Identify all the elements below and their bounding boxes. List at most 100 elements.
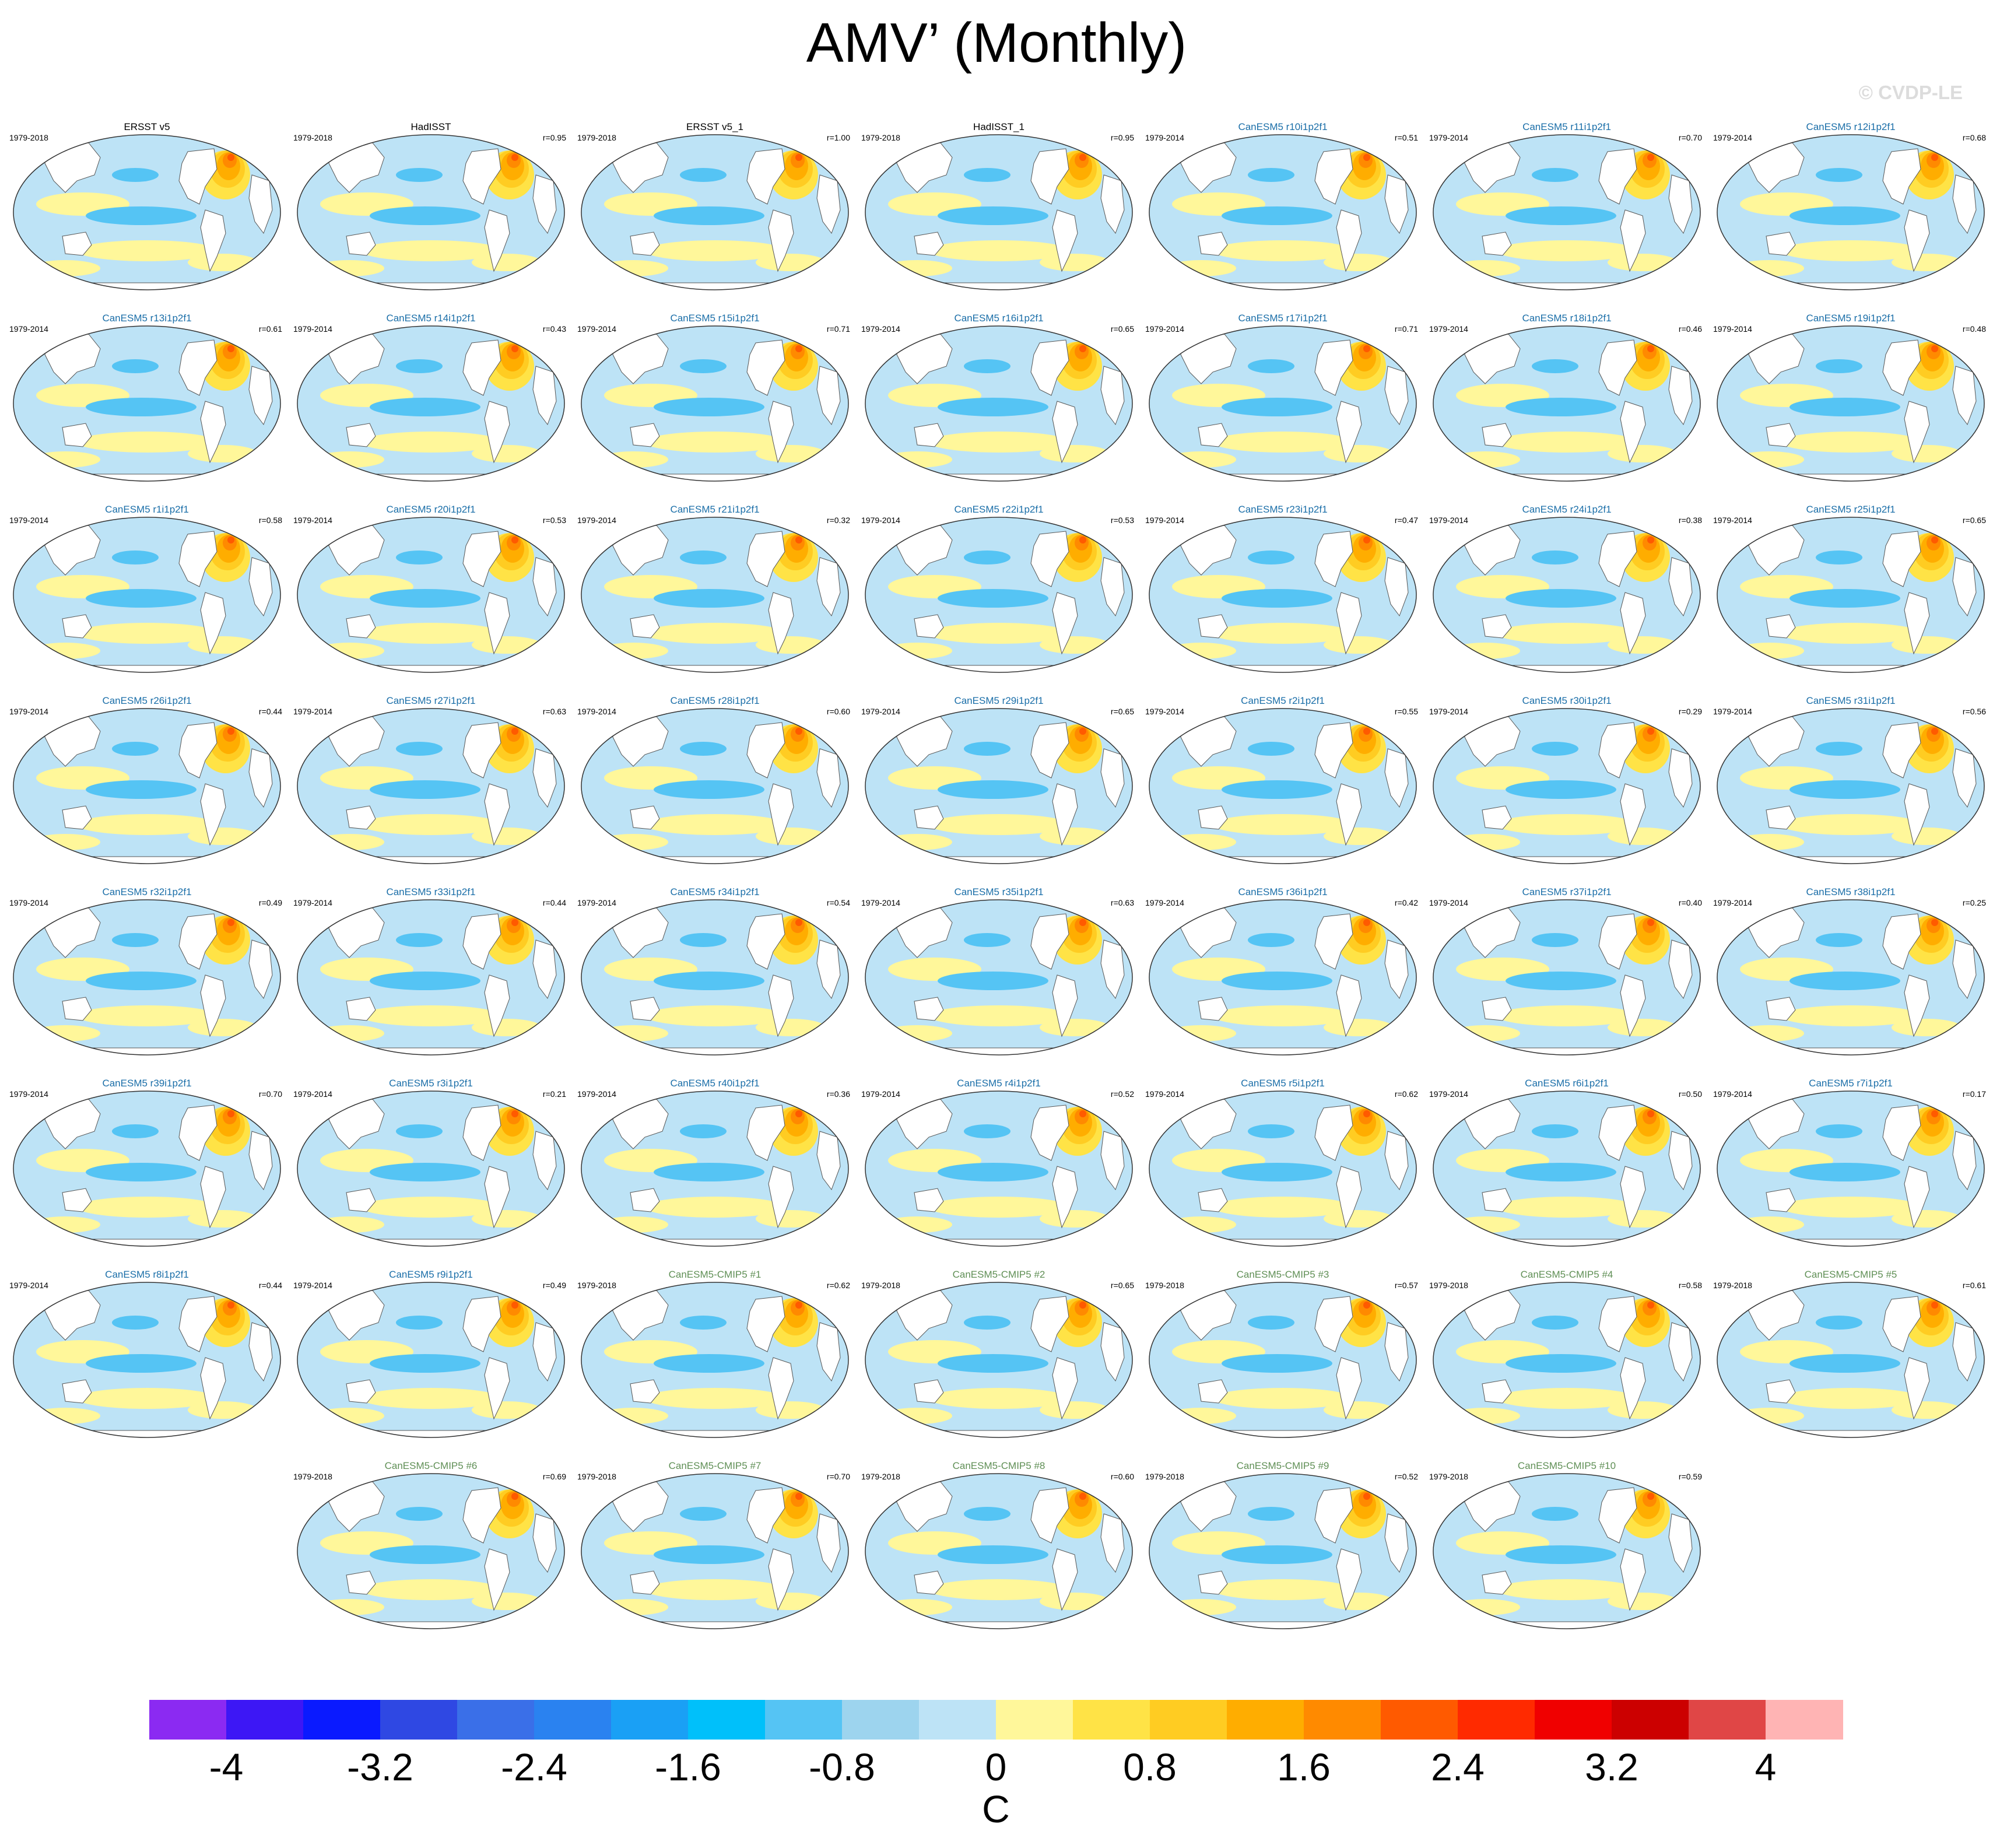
map-outline [1149,517,1417,673]
panel-period: 1979-2014 [1429,324,1468,334]
landmass-south-america [1904,209,1930,272]
map-panel: 1979-2014 CanESM5 r7i1p2f1 r=0.17 [1712,1076,1990,1267]
warm-anomaly-patch [227,345,234,352]
landmass-australia [346,614,376,639]
cool-anomaly-patch [938,780,1048,799]
cool-anomaly-patch [680,168,727,182]
landmass-south-america [1620,974,1646,1037]
panel-correlation: r=0.48 [1962,324,1986,334]
map-panel: 1979-2014 CanESM5 r2i1p2f1 r=0.55 [1144,694,1422,884]
sst-anomaly-map [581,325,849,482]
warm-anomaly-patch [1324,827,1394,845]
landmass-australia [1766,997,1796,1021]
landmass-north-america [1314,148,1353,205]
warm-anomaly-patch [1324,1593,1394,1610]
map-outline [13,1282,281,1438]
cool-anomaly-patch [680,1124,727,1138]
warm-anomaly-patch [1608,254,1678,271]
map-panel: 1979-2014 CanESM5 r16i1p2f1 r=0.65 [860,311,1138,502]
landmass-south-america [1052,209,1078,272]
panel-correlation: r=0.63 [1110,898,1134,907]
landmass-australia [1198,423,1228,447]
landmass-south-america [1336,783,1362,846]
sst-anomaly-map [1149,708,1417,864]
sst-anomaly-map [581,1282,849,1438]
map-outline [1149,708,1417,864]
warm-anomaly-patch [511,728,518,735]
warm-anomaly-patch [1647,1302,1654,1309]
panel-period: 1979-2014 [1429,707,1468,716]
panel-title: CanESM5 r3i1p2f1 [389,1078,473,1089]
map-outline [865,1090,1133,1247]
map-panel: 1979-2014 CanESM5 r12i1p2f1 r=0.68 [1712,120,1990,310]
landmass-asia [1180,716,1237,767]
cool-anomaly-patch [396,359,443,373]
landmass-south-america [200,209,226,272]
colorbar-tick-label: 3.2 [1585,1745,1638,1789]
landmass-asia [328,142,385,193]
sst-anomaly-map [13,1090,281,1247]
warm-anomaly-patch [1931,536,1938,543]
landmass-south-america [200,592,226,655]
warm-anomaly-patch [1608,445,1678,462]
sst-anomaly-map [1433,1090,1701,1247]
landmass-asia [1180,1481,1237,1532]
warm-anomaly-patch [1363,728,1370,735]
map-outline [1717,325,1985,482]
landmass-asia [612,525,669,576]
landmass-antarctica [865,665,1132,672]
landmass-antarctica [297,474,564,481]
warm-anomaly-patch [188,445,258,462]
map-outline [1717,1090,1985,1247]
panel-title: CanESM5 r12i1p2f1 [1806,121,1896,132]
map-outline [1433,899,1701,1056]
cool-anomaly-patch [370,1545,480,1564]
landmass-south-america [484,209,510,272]
landmass-australia [346,997,376,1021]
landmass-south-america [484,592,510,655]
warm-anomaly-patch [645,1579,785,1600]
map-panel: 1979-2014 CanESM5 r3i1p2f1 r=0.21 [292,1076,570,1267]
landmass-antarctica [1717,282,1984,290]
sst-anomaly-map [865,325,1133,482]
landmass-antarctica [1433,665,1700,672]
warm-anomaly-patch [77,1388,217,1409]
warm-anomaly-patch [756,1593,826,1610]
panel-period: 1979-2014 [1713,516,1752,525]
warm-anomaly-patch [1931,1110,1938,1117]
colorbar-segment [534,1700,612,1740]
landmass-north-america [1030,531,1069,587]
landmass-australia [1482,1379,1512,1404]
landmass-asia [896,525,953,576]
landmass-antarctica [13,1239,280,1246]
warm-anomaly-patch [929,432,1069,453]
warm-anomaly-patch [795,1110,802,1117]
landmass-australia [630,1379,660,1404]
landmass-asia [1464,1290,1521,1341]
cool-anomaly-patch [1506,1545,1616,1564]
warm-anomaly-patch [1497,1005,1637,1026]
cool-anomaly-patch [1790,398,1900,416]
cool-anomaly-patch [1248,168,1294,182]
landmass-australia [346,232,376,256]
landmass-south-america [1904,974,1930,1037]
cool-anomaly-patch [370,1163,480,1181]
warm-anomaly-patch [227,1110,234,1117]
panel-period: 1979-2014 [1145,1089,1184,1099]
landmass-australia [62,1188,92,1212]
warm-anomaly-patch [227,919,234,926]
sst-anomaly-map [1149,325,1417,482]
landmass-antarctica [13,282,280,290]
map-panel: 1979-2018 CanESM5-CMIP5 #9 r=0.52 [1144,1459,1422,1649]
cool-anomaly-patch [1222,1354,1332,1373]
panel-title: CanESM5 r37i1p2f1 [1522,886,1612,897]
panel-title: CanESM5 r20i1p2f1 [386,504,476,515]
landmass-north-america [178,722,217,779]
landmass-antarctica [1433,856,1700,864]
warm-anomaly-patch [188,1019,258,1036]
landmass-australia [914,1188,944,1212]
panel-period: 1979-2014 [1429,898,1468,907]
landmass-antarctica [297,665,564,672]
panel-title: CanESM5-CMIP5 #8 [952,1460,1045,1471]
sst-anomaly-map [1433,325,1701,482]
